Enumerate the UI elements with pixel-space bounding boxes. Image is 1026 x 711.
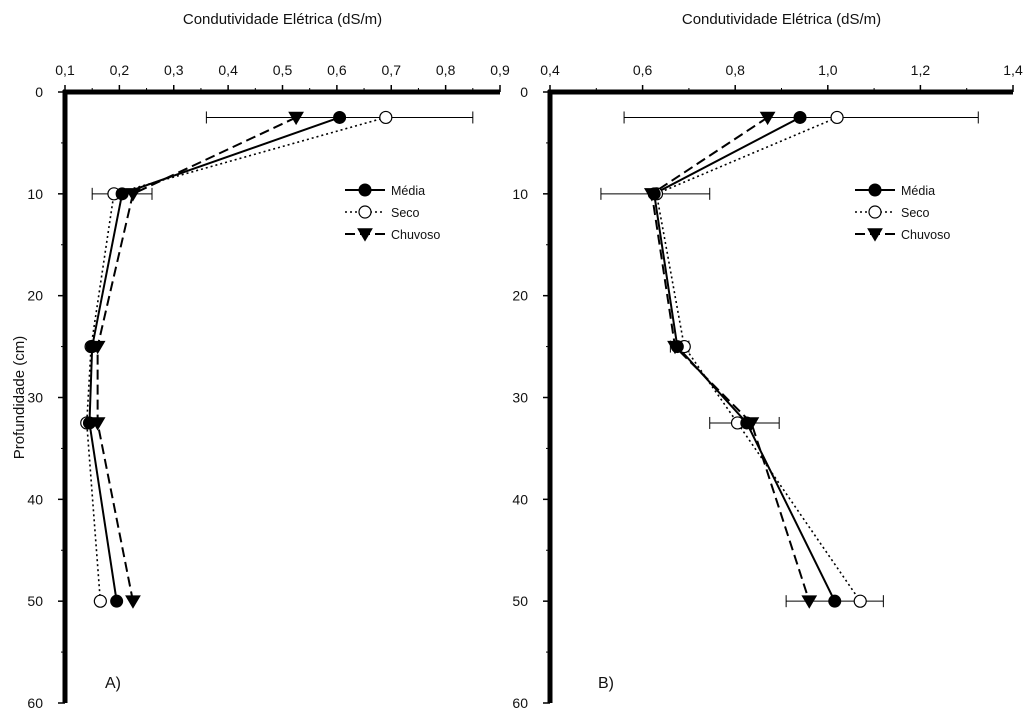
legend-marker <box>358 205 372 219</box>
legend-marker <box>868 205 882 219</box>
data-point-filled-triangle-down <box>759 111 776 126</box>
x-axis-title: Condutividade Elétrica (dS/m) <box>682 11 881 28</box>
x-tick-label: 1,4 <box>1003 62 1023 78</box>
x-tick-label: 0,8 <box>436 62 456 78</box>
legend-label: Média <box>391 184 425 198</box>
data-point-filled-circle <box>115 187 129 201</box>
y-tick-label: 10 <box>512 186 528 202</box>
legend-label: Seco <box>391 206 420 220</box>
x-tick-label: 0,4 <box>218 62 238 78</box>
data-point-filled-triangle-down <box>125 188 141 202</box>
x-tick-label: 0,3 <box>164 62 184 78</box>
data-point-open-circle <box>830 110 844 125</box>
x-tick-label: 0,1 <box>55 62 75 78</box>
data-point-filled-circle <box>110 594 124 608</box>
y-tick-label: 20 <box>27 288 43 304</box>
data-point-filled-triangle-down <box>125 595 141 609</box>
legend-label: Média <box>901 184 935 198</box>
data-point-filled-triangle-down <box>288 111 304 126</box>
x-tick-label: 0,2 <box>110 62 130 78</box>
x-tick-label: 0,7 <box>382 62 402 78</box>
y-tick-label: 10 <box>27 186 43 202</box>
x-tick-label: 0,9 <box>490 62 510 78</box>
data-point-filled-circle <box>647 187 661 201</box>
x-tick-label: 0,5 <box>273 62 293 78</box>
data-point-open-circle <box>853 594 867 608</box>
legend-marker <box>868 183 882 197</box>
data-point-filled-circle <box>82 416 96 430</box>
legend-marker <box>867 228 883 242</box>
data-point-filled-circle <box>740 416 754 430</box>
y-tick-label: 50 <box>512 593 528 609</box>
x-tick-label: 0,6 <box>327 62 347 78</box>
legend-label: Chuvoso <box>901 228 950 242</box>
y-tick-label: 0 <box>35 84 43 100</box>
legend-label: Chuvoso <box>391 228 440 242</box>
y-axis-title: Profundidade (cm) <box>11 336 28 459</box>
data-point-open-circle <box>379 110 393 125</box>
y-tick-label: 60 <box>27 695 43 711</box>
y-tick-label: 30 <box>512 390 528 406</box>
x-tick-label: 1,0 <box>818 62 838 78</box>
data-point-filled-triangle-down <box>801 595 818 609</box>
x-tick-label: 0,4 <box>540 62 560 78</box>
legend-marker <box>357 228 373 242</box>
data-point-filled-circle <box>828 594 842 608</box>
x-axis-title: Condutividade Elétrica (dS/m) <box>183 11 382 28</box>
y-tick-label: 40 <box>27 491 43 507</box>
y-tick-label: 40 <box>512 491 528 507</box>
y-tick-label: 50 <box>27 593 43 609</box>
y-tick-label: 20 <box>512 288 528 304</box>
data-point-open-circle <box>93 594 107 608</box>
legend-label: Seco <box>901 206 930 220</box>
x-tick-label: 0,8 <box>725 62 745 78</box>
panel-a: Condutividade Elétrica (dS/m) Profundidad… <box>11 11 510 711</box>
y-tick-label: 0 <box>520 84 528 100</box>
data-point-filled-circle <box>793 110 807 124</box>
data-point-filled-circle <box>85 340 99 354</box>
y-tick-label: 60 <box>512 695 528 711</box>
panel-label: B) <box>598 675 614 692</box>
y-tick-label: 30 <box>27 390 43 406</box>
data-point-filled-circle <box>670 340 684 354</box>
panel-label: A) <box>105 675 121 692</box>
data-point-filled-circle <box>333 110 347 124</box>
x-tick-label: 1,2 <box>911 62 931 78</box>
x-tick-label: 0,6 <box>633 62 653 78</box>
legend-marker <box>358 183 372 197</box>
panel-b: Condutividade Elétrica (dS/m) 0,4 0,6 0,8 1,… <box>512 11 1023 711</box>
